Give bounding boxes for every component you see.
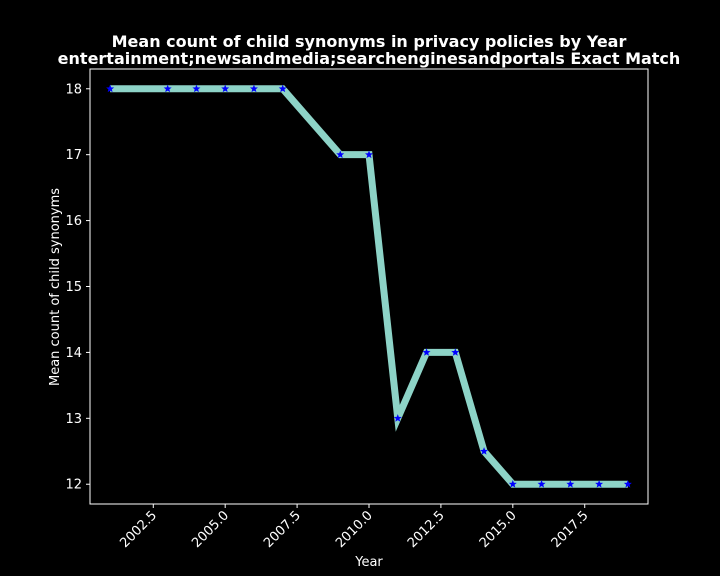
data-point <box>566 480 575 488</box>
chart-title: Mean count of child synonyms in privacy … <box>112 32 627 51</box>
x-tick-label: 2005.0 <box>189 508 232 551</box>
data-point <box>393 414 402 422</box>
y-tick-label: 14 <box>65 346 82 361</box>
y-axis-label: Mean count of child synonyms <box>48 188 63 386</box>
data-point <box>192 84 201 93</box>
x-tick-label: 2012.5 <box>405 508 448 551</box>
data-point <box>106 84 115 93</box>
data-point <box>422 348 431 356</box>
x-tick-label: 2010.0 <box>333 508 376 551</box>
y-tick-label: 18 <box>65 82 82 97</box>
data-point <box>480 447 489 455</box>
y-tick-label: 13 <box>65 412 82 427</box>
y-tick-label: 15 <box>65 280 82 295</box>
x-axis-label: Year <box>354 555 383 570</box>
series-line <box>110 85 628 488</box>
data-point <box>365 150 373 159</box>
data-point <box>163 84 172 93</box>
data-point <box>537 480 546 488</box>
y-tick-label: 17 <box>65 148 82 163</box>
x-tick-label: 2002.5 <box>117 508 160 551</box>
data-point <box>249 84 258 93</box>
x-tick-label: 2017.5 <box>549 508 592 551</box>
plot-area: 12 13 14 15 16 17 18 2002.5 2005.0 2007.5 2010.0 20… <box>65 68 649 551</box>
data-point <box>595 480 604 488</box>
data-point <box>508 480 517 488</box>
x-tick-label: 2015.0 <box>477 508 520 551</box>
y-tick-label: 12 <box>65 478 82 493</box>
data-point <box>623 480 632 488</box>
data-point <box>336 150 345 159</box>
plot-frame <box>89 68 649 505</box>
data-point <box>221 84 230 93</box>
data-point <box>278 84 287 93</box>
chart-subtitle: entertainment;newsandmedia;searchengines… <box>58 49 681 68</box>
y-tick-label: 16 <box>65 214 82 229</box>
x-tick-label: 2007.5 <box>261 508 304 551</box>
data-point <box>451 348 460 356</box>
